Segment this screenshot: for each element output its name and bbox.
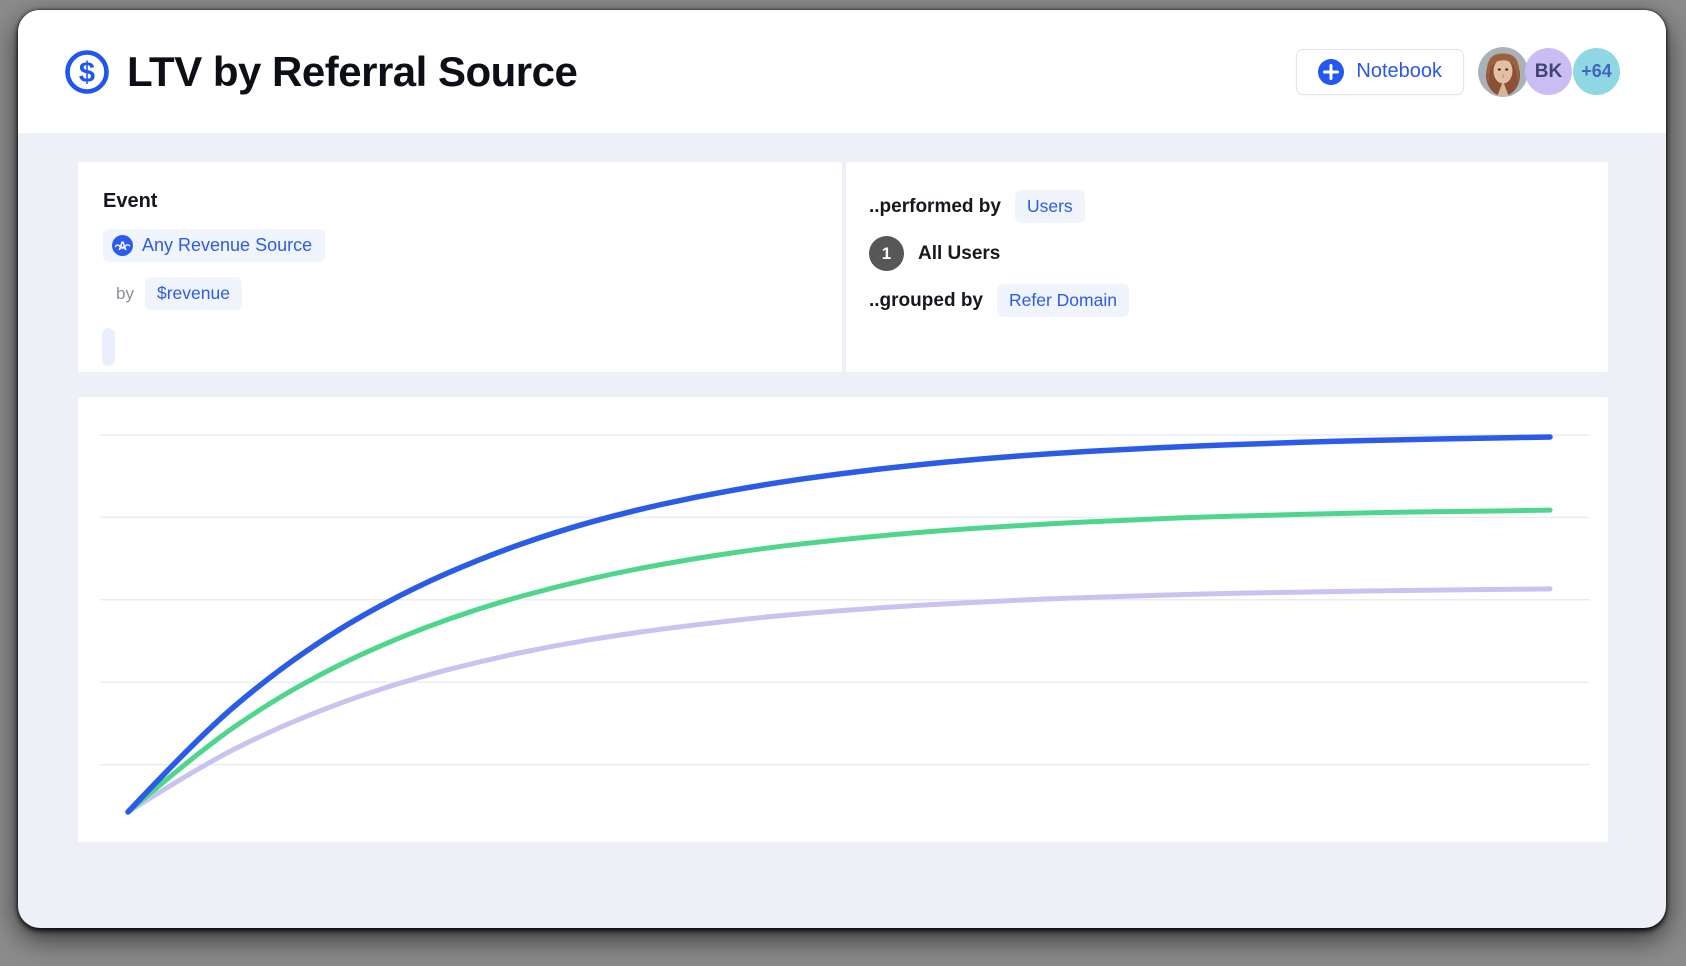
svg-text:A: A — [118, 239, 127, 253]
notebook-button[interactable]: Notebook — [1296, 48, 1464, 95]
refer-domain-chip[interactable]: Refer Domain — [997, 284, 1129, 317]
event-panel: Event A Any Revenue Source by $revenue — [78, 162, 842, 372]
truncated-chip[interactable] — [102, 328, 115, 366]
plus-circle-icon — [1318, 58, 1345, 85]
step-number-badge: 1 — [869, 236, 904, 271]
svg-text:$: $ — [79, 57, 95, 89]
chart-line-series-purple — [125, 586, 1553, 815]
breakdown-panel: ..performed by Users 1 All Users ..group… — [846, 162, 1608, 372]
header: $ LTV by Referral Source Notebook — [18, 10, 1666, 133]
page-title: LTV by Referral Source — [127, 47, 578, 95]
avatar-group: BK +64 — [1478, 46, 1620, 97]
notebook-button-label: Notebook — [1356, 60, 1442, 82]
performed-by-label: ..performed by — [869, 195, 1001, 217]
event-type-icon: A — [112, 235, 133, 256]
event-chip[interactable]: A Any Revenue Source — [103, 229, 326, 262]
all-users-label: All Users — [918, 242, 1001, 264]
app-card: $ LTV by Referral Source Notebook — [18, 10, 1666, 928]
chart-panel — [78, 397, 1608, 842]
users-chip[interactable]: Users — [1014, 190, 1085, 223]
event-section-label: Event — [103, 190, 158, 212]
user-photo — [1478, 46, 1528, 97]
grouped-by-label: ..grouped by — [869, 289, 983, 311]
ltv-chart — [100, 434, 1590, 815]
avatar-overflow-count[interactable]: +64 — [1573, 48, 1620, 95]
property-chip[interactable]: $revenue — [144, 277, 242, 310]
avatar-photo[interactable] — [1478, 46, 1528, 97]
avatar-initials[interactable]: BK — [1525, 48, 1572, 95]
chart-line-series-green — [125, 507, 1553, 815]
chart-line-series-blue — [125, 434, 1553, 815]
dollar-icon: $ — [65, 49, 109, 94]
by-label: by — [116, 283, 134, 303]
query-builder-row: Event A Any Revenue Source by $revenue — [78, 162, 1608, 372]
event-chip-label: Any Revenue Source — [142, 235, 313, 255]
